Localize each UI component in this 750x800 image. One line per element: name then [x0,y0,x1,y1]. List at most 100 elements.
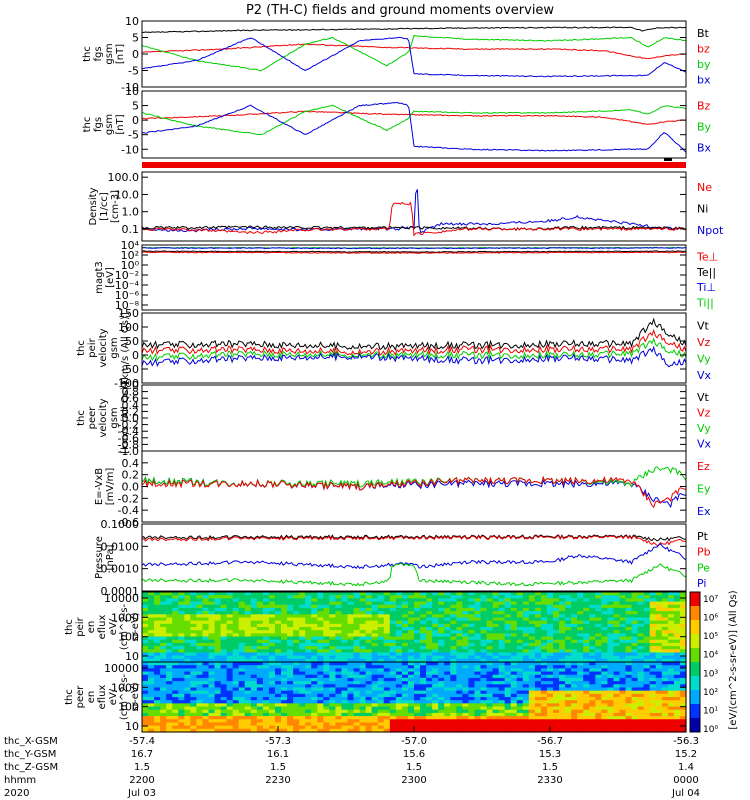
heatmap-cell [516,649,524,654]
heatmap-cell [595,630,602,634]
heatmap-cell [613,665,621,669]
heatmap-cell [166,716,173,720]
heatmap-cell [250,662,258,666]
series-fgs_gsm_2-Bz [141,110,686,125]
heatmap-cell [643,728,651,733]
heatmap-cell [522,684,530,689]
heatmap-cell [456,658,463,663]
heatmap-cell [450,655,457,660]
heatmap-cell [190,687,197,692]
heatmap-cell [293,687,300,692]
heatmap-cell [583,636,590,641]
heatmap-cell [353,709,361,714]
heatmap-cell [365,617,373,622]
heatmap-cell [160,687,167,692]
heatmap-cell [559,598,566,603]
heatmap-cell [625,722,633,727]
x-row-value: 2230 [265,775,290,786]
heatmap-cell [250,598,258,603]
heatmap-cell [528,595,536,599]
heatmap-cell [371,646,379,650]
legend-entry: By [697,121,712,134]
heatmap-cell [335,690,343,695]
heatmap-cell [667,617,675,622]
status-bar-red [142,162,686,168]
heatmap-cell [462,677,469,682]
heatmap-cell [540,614,548,619]
heatmap-cell [661,690,669,695]
heatmap-cell [444,623,451,628]
heatmap-cell [250,614,258,619]
heatmap-cell [160,703,167,708]
heatmap-cell [631,604,639,609]
heatmap-cell [534,607,542,612]
heatmap-cell [619,706,627,711]
heatmap-cell [214,601,222,606]
heatmap-cell [456,677,463,682]
heatmap-cell [679,617,687,622]
heatmap-cell [504,716,512,720]
heatmap-cell [516,709,524,714]
heatmap-cell [553,719,560,724]
heatmap-cell [148,712,155,717]
heatmap-cell [414,700,421,704]
heatmap-cell [299,693,306,698]
heatmap-cell [172,706,179,711]
heatmap-cell [359,728,367,733]
heatmap-cell [154,623,161,628]
heatmap-cell [299,709,306,714]
heatmap-cell [323,716,330,720]
heatmap-cell [190,677,197,682]
heatmap-cell [196,604,204,609]
heatmap-cell [250,677,258,682]
y-axis-label: E=-VxB [94,468,105,505]
heatmap-cell [377,665,385,669]
heatmap-cell [299,620,306,625]
heatmap-cell [492,623,500,628]
heatmap-cell [679,658,687,663]
heatmap-cell [553,595,560,599]
heatmap-cell [293,636,300,641]
heatmap-cell [154,598,161,603]
heatmap-cell [649,592,657,596]
heatmap-cell [347,649,355,654]
heatmap-cell [347,693,355,698]
heatmap-cell [631,725,639,730]
heatmap-cell [220,611,228,615]
y-tick-label: 0.8 [122,386,140,399]
heatmap-cell [166,646,173,650]
heatmap-cell [268,655,276,660]
heatmap-cell [178,636,185,641]
heatmap-cell [299,725,306,730]
heatmap-cell [510,633,518,638]
heatmap-cell [492,671,500,676]
heatmap-cell [148,662,155,666]
heatmap-cell [522,719,530,724]
heatmap-cell [619,652,627,657]
heatmap-cell [553,722,560,727]
heatmap-cell [613,623,621,628]
heatmap-cell [148,646,155,650]
heatmap-cell [341,607,349,612]
legend-entry: Pe [697,561,710,574]
heatmap-cell [317,617,324,622]
heatmap-cell [546,604,554,609]
heatmap-cell [673,662,681,666]
y-axis-label: fgs [93,46,104,61]
heatmap-cell [522,693,530,698]
heatmap-cell [637,639,645,644]
heatmap-cell [655,614,663,619]
heatmap-cell [522,620,530,625]
heatmap-cell [293,684,300,689]
heatmap-cell [522,712,530,717]
heatmap-cell [335,598,343,603]
heatmap-cell [565,630,572,634]
heatmap-cell [583,677,590,682]
heatmap-cell [426,687,433,692]
heatmap-cell [178,592,185,596]
heatmap-cell [601,611,609,615]
heatmap-cell [202,722,210,727]
heatmap-cell [595,697,602,701]
heatmap-cell [649,595,657,599]
heatmap-cell [220,633,228,638]
